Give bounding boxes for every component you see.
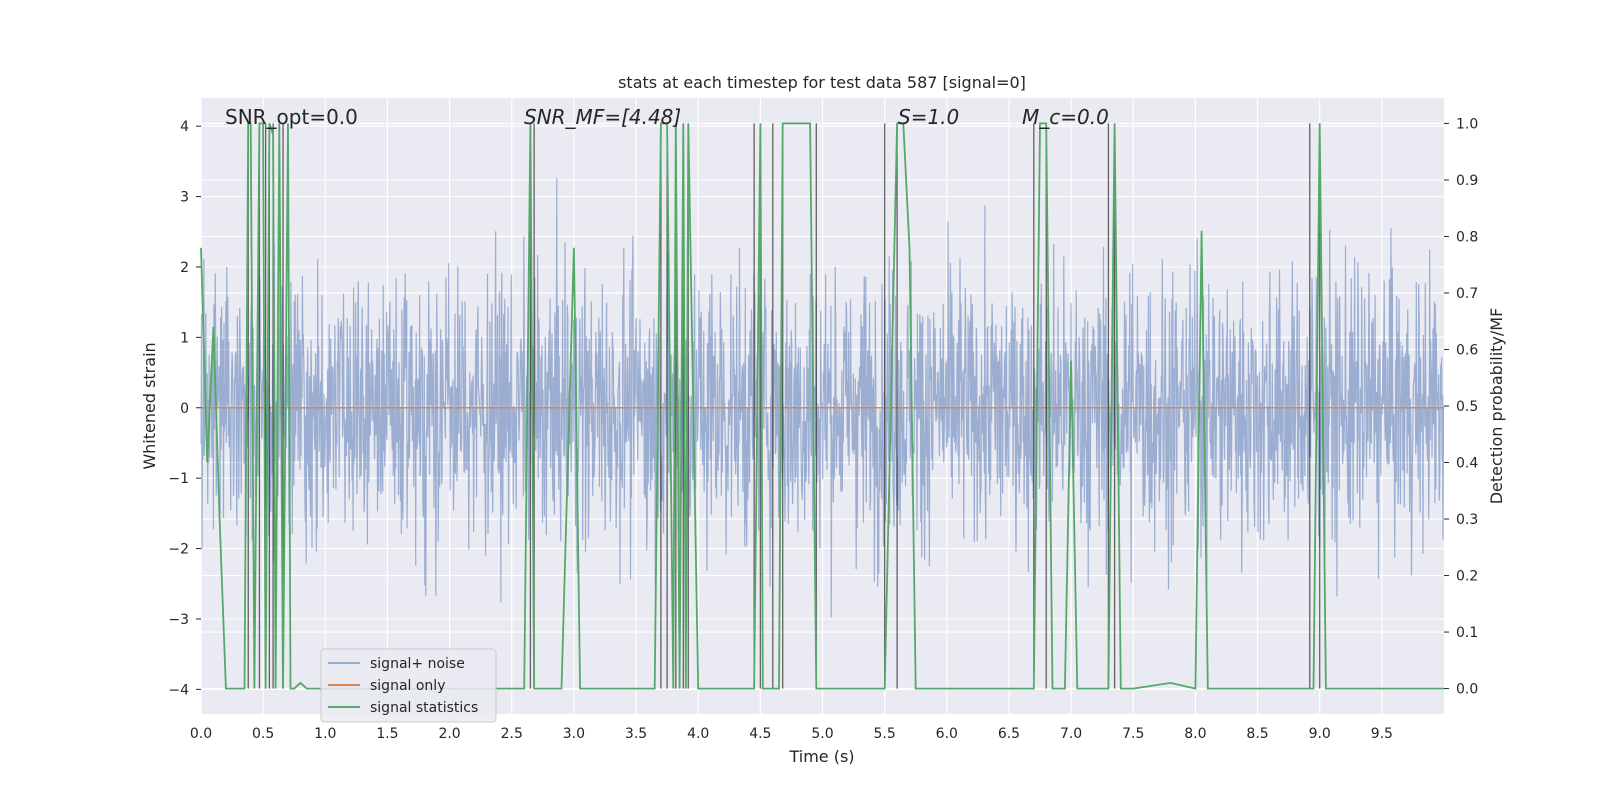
y-tick-label: −1	[168, 471, 189, 487]
x-tick-label: 5.0	[811, 726, 833, 742]
x-tick-label: 3.0	[563, 726, 585, 742]
y2-tick-label: 0.6	[1456, 342, 1478, 358]
legend-frame	[320, 648, 497, 723]
annotation-snr-opt: SNR_opt=0.0	[225, 105, 358, 129]
x-tick-label: 8.0	[1184, 726, 1206, 742]
y-tick-label: 4	[180, 119, 189, 135]
x-tick-label: 6.0	[936, 726, 958, 742]
x-tick-label: 2.5	[501, 726, 523, 742]
y2-tick-label: 0.1	[1456, 625, 1478, 641]
x-tick-label: 7.5	[1122, 726, 1144, 742]
x-tick-label: 7.0	[1060, 726, 1082, 742]
series-signal-plus-noise	[200, 177, 1445, 618]
y2-tick-label: 0.9	[1456, 173, 1478, 189]
legend-label-signal: signal only	[370, 678, 445, 694]
x-tick-label: 2.0	[438, 726, 460, 742]
legend-label-noise: signal+ noise	[370, 656, 465, 672]
stat-layer	[200, 122, 1444, 690]
y2-tick-label: 1.0	[1456, 116, 1478, 132]
ticks-layer: 0.0 0.5 1.0 1.5 2.0 2.5 3.0 3.5 4.0 4.5 5.0 5.5 6.0 6…	[168, 116, 1478, 742]
x-axis-label: Time (s)	[788, 747, 854, 766]
legend-label-stats: signal statistics	[370, 700, 478, 716]
y-tick-label: 1	[180, 330, 189, 346]
y2-axis-label: Detection probability/MF	[1487, 308, 1506, 505]
y-tick-label: −4	[168, 682, 189, 698]
x-tick-label: 5.5	[874, 726, 896, 742]
x-tick-label: 4.5	[749, 726, 771, 742]
annotation-s: S=1.0	[898, 105, 959, 129]
x-tick-label: 1.5	[376, 726, 398, 742]
chart-title: stats at each timestep for test data 587…	[618, 73, 1026, 92]
y-axis-label: Whitened strain	[140, 342, 159, 469]
y2-tick-label: 0.7	[1456, 286, 1478, 302]
y2-tick-label: 0.4	[1456, 456, 1478, 472]
x-tick-label: 9.0	[1309, 726, 1331, 742]
y-tick-label: 2	[180, 260, 189, 276]
annotation-mc: M_c=0.0	[1022, 105, 1109, 129]
series-signal-statistics	[200, 122, 1444, 690]
x-tick-label: 3.5	[625, 726, 647, 742]
x-tick-label: 0.5	[252, 726, 274, 742]
x-tick-label: 4.0	[687, 726, 709, 742]
y2-tick-label: 0.3	[1456, 512, 1478, 528]
y-tick-label: −2	[168, 542, 189, 558]
x-tick-label: 1.0	[314, 726, 336, 742]
x-tick-label: 6.5	[998, 726, 1020, 742]
y2-tick-label: 0.5	[1456, 399, 1478, 415]
y2-tick-label: 0.2	[1456, 569, 1478, 585]
y-tick-label: −3	[168, 612, 189, 628]
y2-tick-label: 0.8	[1456, 229, 1478, 245]
y-tick-label: 3	[180, 190, 189, 206]
legend: signal+ noise signal only signal statist…	[320, 648, 497, 723]
x-tick-label: 9.5	[1371, 726, 1393, 742]
y-tick-label: 0	[180, 401, 189, 417]
x-tick-label: 8.5	[1246, 726, 1268, 742]
x-tick-label: 0.0	[190, 726, 212, 742]
noise-layer	[200, 177, 1445, 618]
annotation-snr-mf: SNR_MF=[4.48]	[524, 105, 681, 129]
y2-tick-label: 0.0	[1456, 682, 1478, 698]
